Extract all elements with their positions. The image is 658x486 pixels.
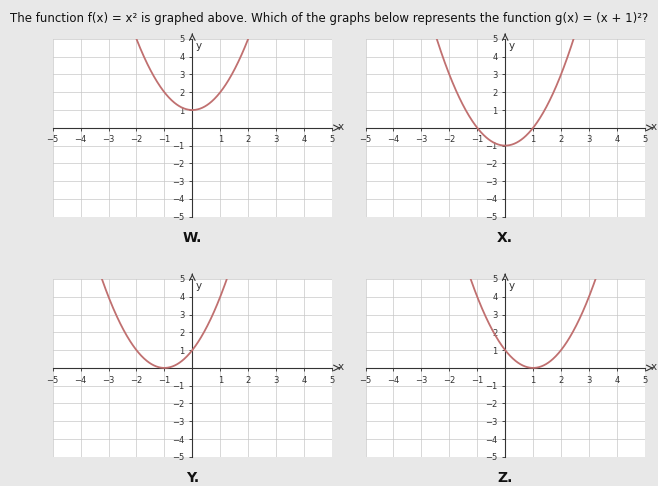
Text: y: y xyxy=(195,41,202,51)
Text: x: x xyxy=(338,362,343,372)
Text: x: x xyxy=(338,122,343,132)
Text: x: x xyxy=(650,122,657,132)
Text: x: x xyxy=(650,362,657,372)
Text: y: y xyxy=(509,41,515,51)
Text: The function f(x) = x² is graphed above. Which of the graphs below represents th: The function f(x) = x² is graphed above.… xyxy=(10,12,648,25)
Text: y: y xyxy=(509,281,515,291)
Text: W.: W. xyxy=(183,231,202,245)
Text: Z.: Z. xyxy=(497,471,513,485)
Text: y: y xyxy=(195,281,202,291)
Text: X.: X. xyxy=(497,231,513,245)
Text: Y.: Y. xyxy=(186,471,199,485)
